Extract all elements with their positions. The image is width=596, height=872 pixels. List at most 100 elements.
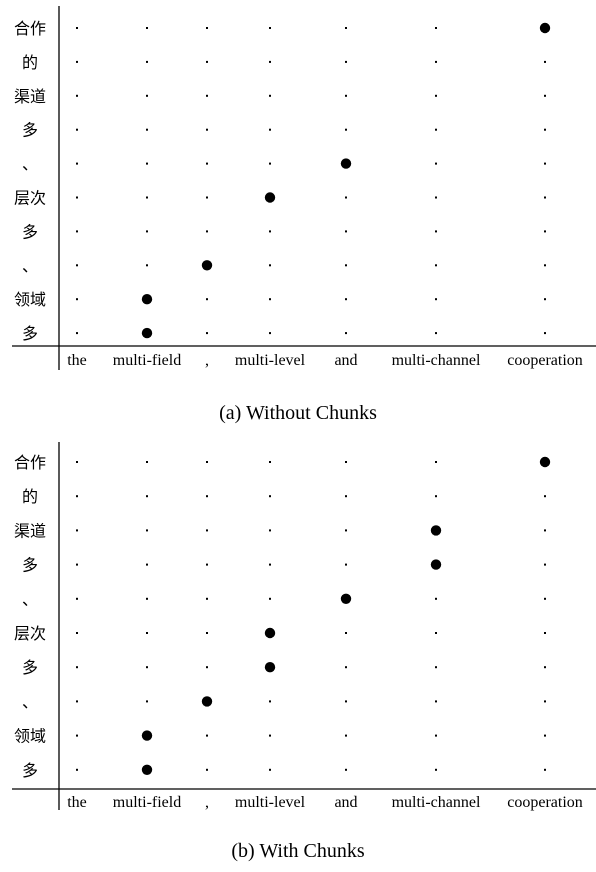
alignment-point (201, 696, 213, 707)
grid-dot (544, 128, 546, 131)
grid-dot (269, 60, 271, 63)
grid-dot (435, 495, 437, 498)
grid-dot (544, 597, 546, 600)
grid-dot (435, 734, 437, 737)
alignment-point (201, 260, 213, 271)
row-label: 多 (22, 556, 38, 575)
grid-dot (76, 94, 78, 97)
grid-dot (146, 162, 148, 165)
alignment-point (340, 158, 352, 169)
grid-dot (435, 230, 437, 233)
grid-dot (544, 700, 546, 703)
grid-dot (345, 734, 347, 737)
grid-dot (206, 597, 208, 600)
column-label: multi-level (235, 352, 306, 369)
grid-dot (345, 529, 347, 532)
grid-dot (146, 196, 148, 199)
grid-dot (544, 298, 546, 301)
grid-dot (544, 734, 546, 737)
grid-dot (76, 298, 78, 301)
grid-dot (206, 196, 208, 199)
grid-dot (345, 495, 347, 498)
column-label: multi-channel (392, 794, 481, 811)
grid-dot (206, 162, 208, 165)
row-label: 多 (22, 222, 38, 241)
grid-dot (76, 495, 78, 498)
row-label: 多 (22, 324, 38, 343)
grid-dot (206, 734, 208, 737)
grid-dot (146, 495, 148, 498)
grid-dot (76, 768, 78, 771)
column-label: cooperation (507, 352, 583, 369)
grid-dot (435, 60, 437, 63)
grid-dot (269, 768, 271, 771)
grid-dot (76, 632, 78, 634)
grid-dot (146, 700, 148, 703)
grid-dot (345, 768, 347, 771)
grid-dot (544, 196, 546, 199)
grid-dot (269, 264, 271, 267)
grid-dot (269, 461, 271, 463)
grid-dot (76, 597, 78, 600)
alignment-point (141, 327, 153, 339)
grid-dot (544, 94, 546, 97)
alignment-point (430, 559, 442, 570)
grid-dot (345, 60, 347, 63)
grid-dot (269, 128, 271, 131)
panel-b: 合作的渠道多、层次多、领域多 the multi-field, multi-level… (0, 436, 596, 812)
grid-dot (206, 495, 208, 498)
grid-dot (146, 94, 148, 97)
grid-dot (435, 768, 437, 771)
row-label: 层次 (14, 189, 46, 208)
row-label: 多 (22, 658, 38, 677)
grid-dot (345, 264, 347, 267)
grid-dot (206, 230, 208, 233)
grid-dot (544, 332, 546, 335)
column-label: multi-field (113, 794, 181, 811)
caption-a: (a) Without Chunks (219, 402, 377, 424)
grid-dot (435, 162, 437, 165)
grid-dot (146, 529, 148, 532)
grid-dot (345, 563, 347, 566)
grid-dot (345, 27, 347, 29)
grid-dot (345, 298, 347, 301)
grid-dot (435, 666, 437, 669)
grid-dot (345, 94, 347, 97)
grid-dot (544, 632, 546, 634)
grid-dot (146, 230, 148, 233)
column-label: cooperation (507, 794, 583, 811)
grid-dot (206, 666, 208, 669)
grid-dot (146, 563, 148, 566)
grid-dot (345, 128, 347, 131)
grid-dot (269, 700, 271, 703)
grid-dot (76, 230, 78, 233)
grid-dot (544, 768, 546, 771)
grid-dot (435, 597, 437, 600)
column-label: and (334, 794, 357, 811)
row-label: 的 (22, 53, 38, 72)
grid-dot (76, 162, 78, 165)
alignment-point (539, 22, 551, 34)
grid-dot (544, 162, 546, 165)
row-label: 、 (22, 590, 38, 609)
alignment-point (430, 525, 442, 536)
grid-dot (76, 666, 78, 669)
grid-dot (345, 332, 347, 335)
grid-dot (269, 597, 271, 600)
alignment-point (264, 627, 276, 639)
grid-dot (206, 298, 208, 301)
grid-dot (146, 461, 148, 463)
grid-dot (76, 700, 78, 703)
grid-dot (76, 734, 78, 737)
grid-dot (76, 196, 78, 199)
alignment-point (141, 730, 153, 741)
row-label: 、 (22, 692, 38, 711)
grid-dot (544, 495, 546, 498)
grid-dot (435, 461, 437, 463)
grid-dot (435, 700, 437, 703)
grid-dot (435, 264, 437, 267)
row-label: 合作 (14, 19, 46, 38)
grid-dot (76, 60, 78, 63)
grid-dot (76, 529, 78, 532)
